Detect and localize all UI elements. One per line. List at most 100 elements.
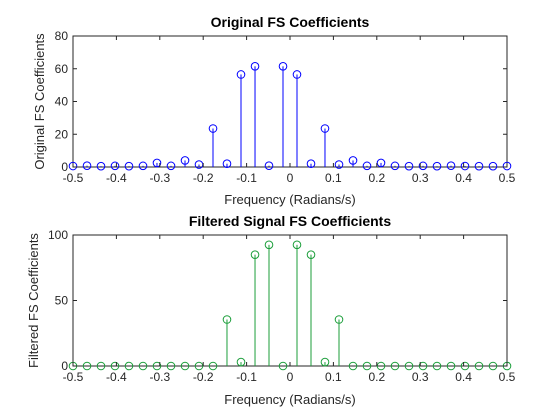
stem-marker [278, 61, 288, 71]
stem-marker [152, 361, 162, 371]
x-tick-label: 0.3 [412, 370, 429, 384]
x-tick-label: 0.4 [455, 171, 472, 185]
stem-marker [180, 156, 190, 165]
y-axis-label: Filtered FS Coefficients [26, 233, 41, 368]
stem-marker [124, 161, 134, 171]
x-tick-label: 0.1 [325, 171, 342, 185]
stem-marker [152, 158, 162, 168]
stem-series [68, 240, 512, 371]
stem-marker [446, 361, 456, 371]
stem-marker [236, 357, 246, 367]
stem-marker [250, 250, 260, 259]
x-tick-label: -0.2 [193, 171, 214, 185]
stem-marker [292, 70, 302, 79]
stem-marker [124, 361, 134, 371]
stem-marker [404, 161, 414, 171]
y-tick-label: 0 [61, 160, 68, 174]
y-tick-label: 20 [55, 127, 69, 141]
filtered-fs-plot: Filtered Signal FS Coefficients -0.5 -0.4… [26, 213, 516, 407]
stem-marker [348, 156, 358, 165]
stem-marker [418, 361, 428, 371]
original-fs-plot: Original FS Coefficients -0.5 -0.4 -0.3 -0.… [32, 14, 516, 207]
y-tick-label: 40 [55, 95, 69, 109]
axis-ticks: -0.5 -0.4 -0.3 -0.2 -0.1 0 0.1 0.2 0.3 0.4 0.5 0 50 1… [48, 228, 516, 384]
stem-marker [110, 161, 120, 171]
x-tick-label: -0.4 [106, 171, 127, 185]
stem-marker [110, 361, 120, 371]
x-tick-label: -0.5 [63, 171, 84, 185]
stem-marker [306, 159, 316, 169]
stem-marker [320, 124, 330, 133]
stem-marker [432, 161, 442, 171]
stem-marker [334, 160, 344, 169]
x-axis-label: Frequency (Radians/s) [224, 392, 356, 407]
x-tick-label: -0.1 [236, 370, 257, 384]
stem-marker [208, 124, 218, 133]
stem-marker [474, 161, 484, 171]
stem-marker [446, 161, 456, 170]
stem-marker [138, 361, 148, 371]
axis-ticks: -0.5 -0.4 -0.3 -0.2 -0.1 0 0.1 0.2 0.3 0.4 0.5 0 20 4… [55, 29, 516, 185]
x-tick-label: -0.4 [106, 370, 127, 384]
x-tick-label: 0.5 [499, 370, 516, 384]
stem-marker [222, 315, 232, 324]
y-tick-label: 80 [55, 29, 69, 43]
x-tick-label: -0.2 [193, 370, 214, 384]
x-tick-label: 0.2 [368, 370, 385, 384]
x-tick-label: 0.5 [499, 171, 516, 185]
stem-marker [460, 161, 470, 171]
x-tick-label: 0.1 [325, 370, 342, 384]
x-tick-label: 0.3 [412, 171, 429, 185]
stem-marker [68, 161, 78, 171]
stem-marker [348, 361, 358, 371]
stem-marker [166, 361, 176, 371]
stem-marker [334, 315, 344, 324]
stem-marker [264, 240, 274, 250]
x-axis-label: Frequency (Radians/s) [224, 192, 356, 207]
x-tick-label: -0.3 [149, 370, 170, 384]
stem-marker [292, 240, 302, 250]
stem-marker [502, 161, 512, 171]
stem-marker [362, 161, 372, 171]
x-tick-label: 0.4 [455, 370, 472, 384]
x-tick-label: -0.1 [236, 171, 257, 185]
stem-marker [180, 361, 190, 371]
plot-title: Original FS Coefficients [211, 14, 370, 30]
stem-marker [362, 361, 372, 371]
stem-marker [264, 161, 274, 170]
stem-marker [460, 361, 470, 371]
plot-title: Filtered Signal FS Coefficients [189, 213, 391, 229]
stem-marker [320, 357, 330, 367]
stem-marker [250, 61, 260, 71]
stem-marker [390, 161, 400, 171]
stem-marker [96, 161, 106, 171]
axes-box [72, 234, 508, 367]
stem-marker [82, 361, 92, 371]
stem-marker [488, 161, 498, 171]
stem-marker [96, 361, 106, 371]
y-axis-label: Original FS Coefficients [32, 33, 47, 170]
stem-marker [404, 361, 414, 371]
x-tick-label: -0.5 [63, 370, 84, 384]
x-tick-label: -0.3 [149, 171, 170, 185]
y-tick-label: 50 [55, 294, 69, 308]
stem-marker [236, 70, 246, 79]
x-tick-label: 0 [287, 171, 294, 185]
axes-box [72, 35, 508, 168]
stem-series [68, 61, 512, 171]
stem-marker [390, 361, 400, 371]
stem-marker [432, 361, 442, 371]
y-tick-label: 60 [55, 62, 69, 76]
stem-marker [82, 161, 92, 170]
stem-marker [376, 158, 386, 168]
x-tick-label: 0.2 [368, 171, 385, 185]
stem-marker [418, 161, 428, 171]
stem-marker [166, 161, 176, 171]
stem-marker [488, 361, 498, 371]
stem-marker [208, 361, 218, 371]
stem-marker [138, 161, 148, 171]
stem-marker [306, 250, 316, 259]
stem-marker [474, 361, 484, 371]
stem-marker [222, 159, 232, 169]
